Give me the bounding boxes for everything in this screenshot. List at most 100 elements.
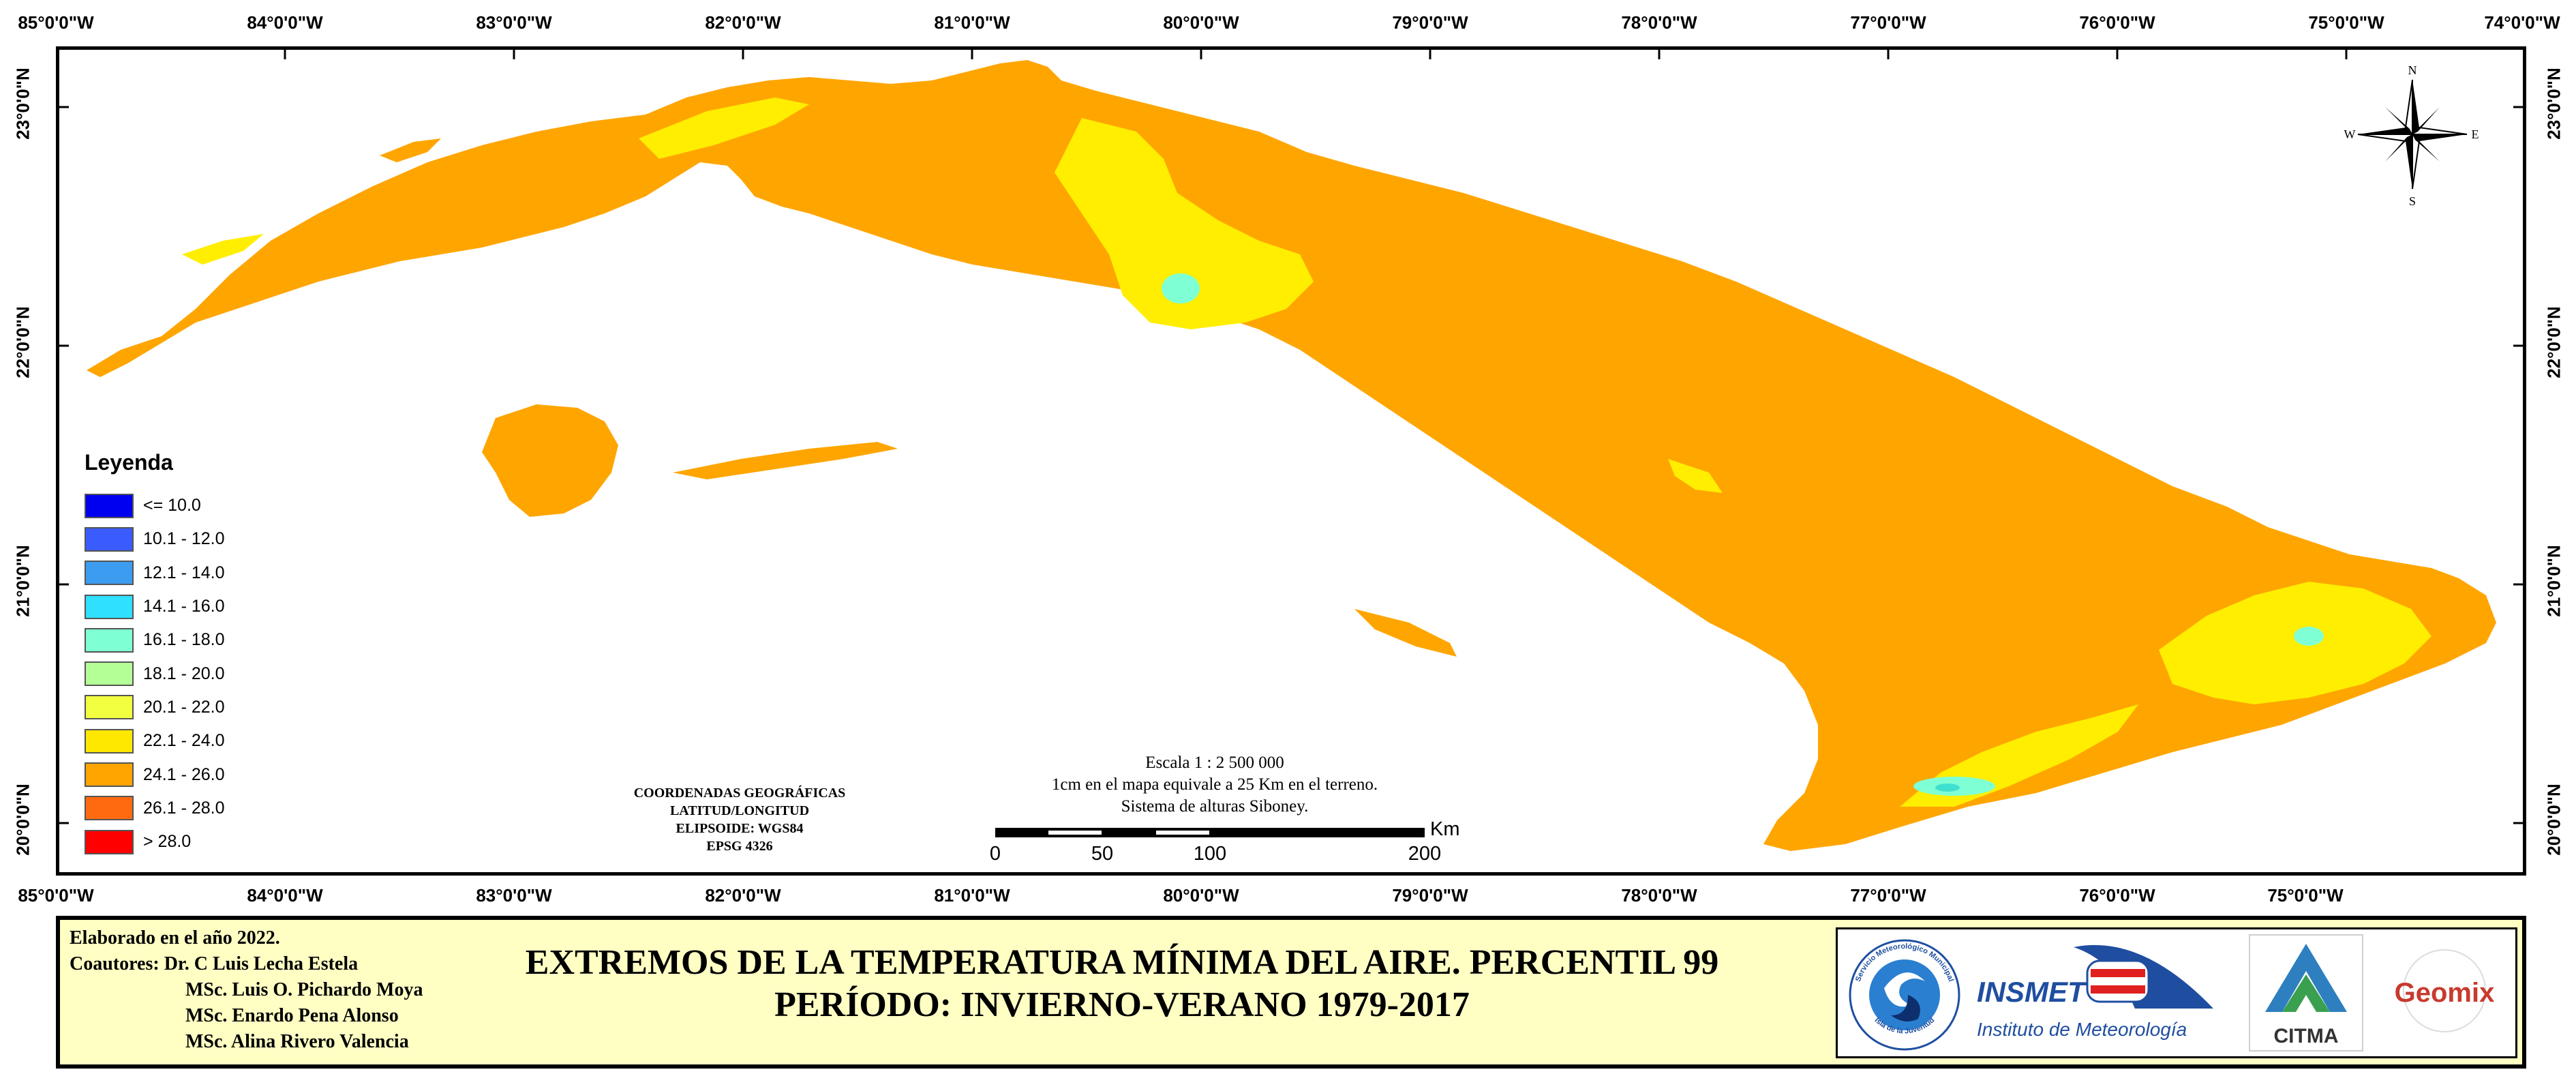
longitude-label: 77°0'0"W <box>1850 885 1926 906</box>
coordinate-info-line: LATITUD/LONGITUD <box>669 803 810 818</box>
title-line-2: PERÍODO: INVIERNO-VERANO 1979-2017 <box>774 985 1470 1024</box>
longitude-label: 80°0'0"W <box>1163 12 1239 33</box>
legend-title: Leyenda <box>85 450 173 475</box>
legend-label: 12.1 - 14.0 <box>143 563 225 582</box>
longitude-label: 80°0'0"W <box>1163 885 1239 906</box>
compass-south-label: S <box>2409 194 2416 208</box>
compass-rose-icon: N S E W <box>2344 63 2479 208</box>
longitude-label: 82°0'0"W <box>705 885 781 906</box>
legend-swatch <box>85 728 134 754</box>
cays-group <box>380 101 1457 657</box>
longitude-label: 79°0'0"W <box>1392 12 1468 33</box>
legend-swatch <box>85 594 134 619</box>
legend-label: <= 10.0 <box>143 496 201 516</box>
geomix-logo: Geomix <box>2395 949 2495 1032</box>
legend-item: 20.1 - 22.0 <box>85 691 225 724</box>
legend-item: 16.1 - 18.0 <box>85 623 225 657</box>
scale-tick-label: 100 <box>1193 843 1227 865</box>
legend-label: 14.1 - 16.0 <box>143 597 225 616</box>
latitude-label: 21°0'0"N <box>12 545 33 617</box>
insmet-logo: INSMET Instituto de Meteorología <box>1977 944 2213 1040</box>
geomix-name: Geomix <box>2395 978 2495 1008</box>
legend-item: 24.1 - 26.0 <box>85 758 225 791</box>
latitude-label: 23°0'0"N <box>12 68 33 140</box>
coordinate-info-line: COORDENADAS GEOGRÁFICAS <box>633 786 846 801</box>
smi-logo: Servicio Meteorológico Municipal Isla de… <box>1849 939 1960 1051</box>
legend-item: 22.1 - 24.0 <box>85 724 225 758</box>
longitude-label: 85°0'0"W <box>18 12 94 33</box>
elaborated-line: Elaborado en el año 2022. <box>70 927 280 949</box>
legend: Leyenda <= 10.0 10.1 - 12.0 12.1 - 14.0 14.… <box>85 450 225 859</box>
legend-item: 18.1 - 20.0 <box>85 657 225 690</box>
insmet-name: INSMET <box>1977 976 2087 1008</box>
scale-unit: Km <box>1430 818 1460 840</box>
longitude-label: 74°0'0"W <box>2484 12 2560 33</box>
scale-tick-label: 0 <box>989 843 1001 865</box>
title-line-1: EXTREMOS DE LA TEMPERATURA MÍNIMA DEL AI… <box>525 943 1719 982</box>
latitude-label: 20°0'0"N <box>2543 784 2564 856</box>
legend-swatch <box>85 695 134 720</box>
longitude-label: 84°0'0"W <box>247 885 323 906</box>
coordinate-info-line: ELIPSOIDE: WGS84 <box>676 821 804 836</box>
longitude-label: 83°0'0"W <box>476 12 552 33</box>
latitude-label: 23°0'0"N <box>2543 68 2564 140</box>
longitude-label: 76°0'0"W <box>2079 885 2155 906</box>
longitude-label: 78°0'0"W <box>1621 885 1697 906</box>
legend-item: 10.1 - 12.0 <box>85 522 225 556</box>
longitude-label: 78°0'0"W <box>1621 12 1697 33</box>
legend-swatch <box>85 796 134 821</box>
coauthors-label: Coautores: Dr. C Luis Lecha Estela <box>70 953 359 974</box>
footer-panel: Elaborado en el año 2022. Coautores: Dr.… <box>56 916 2526 1069</box>
legend-label: > 28.0 <box>143 832 192 852</box>
coordinate-info: COORDENADAS GEOGRÁFICAS LATITUD/LONGITUD… <box>634 784 846 855</box>
credits: Elaborado en el año 2022. Coautores: Dr.… <box>70 925 423 1055</box>
compass-east-label: E <box>2472 128 2479 141</box>
longitude-label: 76°0'0"W <box>2079 12 2155 33</box>
citma-name: CITMA <box>2274 1025 2339 1047</box>
longitude-label: 77°0'0"W <box>1850 12 1926 33</box>
compass-west-label: W <box>2344 128 2356 141</box>
coolest-zones <box>1935 784 1960 792</box>
compass-north-label: N <box>2408 63 2417 77</box>
legend-swatch <box>85 561 134 586</box>
insmet-subtitle: Instituto de Meteorología <box>1977 1019 2187 1040</box>
longitude-label: 82°0'0"W <box>705 12 781 33</box>
coauthor-name: MSc. Alina Rivero Valencia <box>185 1031 409 1052</box>
scale-tick-label: 200 <box>1408 843 1442 865</box>
longitude-label: 81°0'0"W <box>934 12 1010 33</box>
legend-item: 12.1 - 14.0 <box>85 556 225 590</box>
graticule-ticks <box>59 50 2523 824</box>
legend-swatch <box>85 661 134 687</box>
latitude-label: 22°0'0"N <box>12 306 33 378</box>
legend-label: 26.1 - 28.0 <box>143 798 225 818</box>
scale-equivalence: 1cm en el mapa equivale a 25 Km en el te… <box>1051 775 1378 794</box>
latitude-label: 21°0'0"N <box>2543 545 2564 617</box>
map-title: EXTREMOS DE LA TEMPERATURA MÍNIMA DEL AI… <box>526 942 1718 1026</box>
scale-text: Escala 1 : 2 500 000 1cm en el mapa equi… <box>1052 752 1378 818</box>
scale-height-system: Sistema de alturas Siboney. <box>1121 797 1309 816</box>
legend-label: 22.1 - 24.0 <box>143 731 225 751</box>
cuba-temperature-map: N S E W <box>59 50 2523 851</box>
longitude-label: 85°0'0"W <box>18 885 94 906</box>
map-frame: N S E W <box>56 46 2526 876</box>
legend-label: 18.1 - 20.0 <box>143 663 225 683</box>
longitude-label: 81°0'0"W <box>934 885 1010 906</box>
legend-swatch <box>85 829 134 854</box>
legend-item: 14.1 - 16.0 <box>85 590 225 623</box>
legend-label: 20.1 - 22.0 <box>143 697 225 717</box>
legend-label: 16.1 - 18.0 <box>143 630 225 650</box>
citma-logo: CITMA <box>2249 934 2363 1051</box>
latitude-label: 22°0'0"N <box>2543 306 2564 378</box>
coauthor-name: MSc. Luis O. Pichardo Moya <box>185 979 423 1000</box>
scale-bar <box>995 828 1425 837</box>
latitude-label: 20°0'0"N <box>12 784 33 856</box>
legend-swatch <box>85 526 134 552</box>
scale-tick-label: 50 <box>1091 843 1114 865</box>
legend-items: <= 10.0 10.1 - 12.0 12.1 - 14.0 14.1 - 16.0… <box>85 489 225 859</box>
longitude-label: 79°0'0"W <box>1392 885 1468 906</box>
coauthor-name: MSc. Enardo Pena Alonso <box>185 1005 399 1026</box>
legend-swatch <box>85 493 134 518</box>
cuba-island <box>87 60 2496 851</box>
legend-item: <= 10.0 <box>85 489 225 522</box>
isla-de-la-juventud <box>482 404 618 517</box>
